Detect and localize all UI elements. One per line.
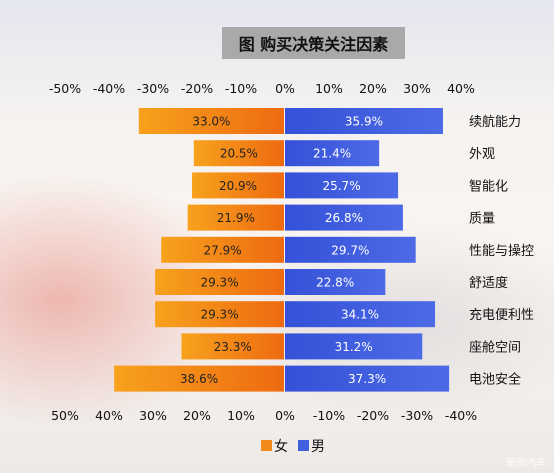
- bar-female: [161, 236, 284, 263]
- top-axis-tick-label: -40%: [93, 81, 125, 96]
- bottom-axis-tick-label: 20%: [183, 408, 211, 423]
- data-label-female: 29.3%: [200, 276, 238, 290]
- bar-male: [285, 269, 386, 295]
- bar-male: [285, 333, 423, 360]
- top-axis-tick-label: 30%: [403, 81, 431, 96]
- data-label-male: 34.1%: [341, 308, 379, 322]
- category-label: 电池安全: [469, 372, 521, 388]
- data-label-female: 29.3%: [200, 308, 238, 322]
- legend-swatch-male: [298, 440, 309, 451]
- data-label-male: 31.2%: [335, 340, 373, 354]
- bar-female: [187, 204, 284, 231]
- bar-female: [114, 365, 284, 392]
- data-label-female: 23.3%: [214, 340, 252, 354]
- bottom-axis-tick-label: -30%: [401, 408, 433, 423]
- data-label-male: 26.8%: [325, 211, 363, 225]
- bottom-axis-tick-label: -20%: [357, 408, 389, 423]
- category-label: 充电便利性: [469, 307, 534, 323]
- data-label-male: 37.3%: [348, 372, 386, 386]
- bar-female: [155, 301, 284, 328]
- category-label: 续航能力: [469, 114, 521, 130]
- data-label-female: 27.9%: [204, 243, 242, 257]
- bottom-axis-tick-label: 30%: [139, 408, 167, 423]
- bar-female: [181, 333, 284, 360]
- data-label-female: 33.0%: [192, 115, 230, 129]
- data-label-female: 38.6%: [180, 372, 218, 386]
- category-label: 外观: [469, 147, 495, 162]
- bar-male: [285, 236, 416, 263]
- bar-female: [192, 172, 284, 199]
- data-label-male: 35.9%: [345, 115, 383, 129]
- bottom-axis-tick-label: 0%: [275, 408, 295, 423]
- category-label: 性能与操控: [469, 243, 534, 259]
- data-label-female: 20.5%: [220, 147, 258, 161]
- top-axis-tick-label: -10%: [225, 81, 257, 96]
- bar-female: [193, 140, 284, 167]
- top-axis-tick-label: -30%: [137, 81, 169, 96]
- top-axis-tick-label: 20%: [359, 81, 387, 96]
- data-label-female: 21.9%: [217, 211, 255, 225]
- top-axis-tick-label: -20%: [181, 81, 213, 96]
- category-label: 智能化: [469, 179, 508, 194]
- data-label-female: 20.9%: [219, 179, 257, 193]
- bar-male: [285, 172, 399, 199]
- bottom-axis-tick-label: 40%: [95, 408, 123, 423]
- legend-label-female: 女: [274, 438, 288, 455]
- bar-male: [285, 140, 380, 167]
- bar-female: [138, 108, 284, 134]
- data-label-male: 29.7%: [331, 243, 369, 257]
- data-label-male: 25.7%: [322, 179, 360, 193]
- bottom-axis-tick-label: 50%: [51, 408, 79, 423]
- bar-male: [285, 108, 443, 134]
- bar-male: [285, 365, 450, 392]
- bottom-axis-tick-label: -10%: [313, 408, 345, 423]
- top-axis-tick-label: 0%: [275, 81, 295, 96]
- data-label-male: 21.4%: [313, 147, 351, 161]
- top-axis-tick-label: 40%: [447, 81, 475, 96]
- legend-label-male: 男: [311, 439, 325, 455]
- category-label: 座舱空间: [469, 340, 521, 355]
- bar-female: [155, 269, 284, 295]
- legend-swatch-female: [261, 440, 272, 451]
- category-label: 质量: [469, 212, 495, 227]
- watermark: 新浪汽车: [506, 458, 546, 469]
- category-label: 舒适度: [469, 275, 508, 291]
- chart-title: 图 购买决策关注因素: [222, 27, 405, 59]
- top-axis-tick-label: 10%: [315, 81, 343, 96]
- bottom-axis-tick-label: -40%: [445, 408, 477, 423]
- bar-male: [285, 204, 403, 231]
- bar-male: [285, 301, 436, 328]
- data-label-male: 22.8%: [316, 276, 354, 290]
- top-axis-tick-label: -50%: [49, 81, 81, 96]
- bottom-axis-tick-label: 10%: [227, 408, 255, 423]
